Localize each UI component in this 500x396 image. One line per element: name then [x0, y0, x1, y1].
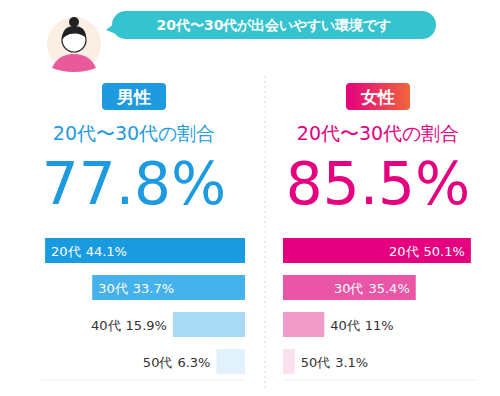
label-value: 35.4% — [368, 281, 409, 296]
speech-bubble — [112, 11, 436, 39]
label-category: 30代 — [98, 281, 128, 296]
chart-subtitle: 20代〜30代の割合 — [297, 122, 459, 144]
bar — [283, 312, 324, 337]
data-label: 40代 11% — [330, 318, 393, 333]
avatar-hair — [62, 26, 86, 40]
data-label: 30代 33.7% — [98, 281, 174, 296]
data-label: 50代 3.1% — [301, 355, 369, 370]
label-category: 20代 — [51, 244, 81, 259]
data-label: 20代 44.1% — [51, 244, 127, 259]
highlight-figure: 85.5% — [286, 150, 470, 218]
bar — [216, 349, 245, 374]
bars — [283, 238, 471, 374]
label-category: 40代 — [330, 318, 360, 333]
chart: 女性 20代〜30代の割合 85.5% 20代 50.1% 30代 35.4% 40代 11% 5… — [283, 83, 478, 380]
bar — [283, 349, 295, 374]
title-box — [102, 83, 166, 110]
bar — [283, 238, 471, 263]
infographic: 20代〜30代が出会いやすい環境です男性 20代〜30代の割合 77.8% 20代 44… — [0, 0, 500, 396]
label-value: 50.1% — [424, 244, 465, 259]
header-text: 20代〜30代が出会いやすい環境です — [157, 17, 392, 33]
bar — [173, 312, 245, 337]
chart-subtitle: 20代〜30代の割合 — [53, 122, 215, 144]
header: 20代〜30代が出会いやすい環境です — [47, 11, 436, 72]
data-label: 30代 35.4% — [334, 281, 410, 296]
label-value: 3.1% — [335, 355, 368, 370]
chart: 男性 20代〜30代の割合 77.8% 20代 44.1% 30代 33.7% 40代 15.9… — [41, 83, 245, 380]
label-category: 30代 — [334, 281, 364, 296]
label-value: 44.1% — [86, 244, 127, 259]
label-value: 11% — [365, 318, 394, 333]
label-category: 50代 — [301, 355, 331, 370]
label-category: 40代 — [91, 318, 121, 333]
bar — [283, 275, 416, 300]
highlight-figure: 77.8% — [42, 150, 226, 218]
bar — [92, 275, 245, 300]
label-value: 6.3% — [177, 355, 210, 370]
data-label: 40代 15.9% — [91, 318, 167, 333]
avatar-bun — [69, 17, 79, 27]
avatar-body — [52, 54, 96, 72]
label-category: 20代 — [389, 244, 419, 259]
avatar-bg — [47, 17, 101, 71]
chart-title: 女性 — [360, 87, 395, 107]
axis-line — [41, 380, 245, 381]
label-value: 33.7% — [133, 281, 174, 296]
divider — [265, 76, 266, 388]
label-category: 50代 — [143, 355, 173, 370]
data-labels: 20代 50.1% 30代 35.4% 40代 11% 50代 3.1% — [301, 244, 465, 370]
axis-line — [283, 380, 478, 381]
title-box — [346, 83, 410, 110]
bar — [45, 238, 245, 263]
bars — [45, 238, 245, 374]
data-label: 50代 6.3% — [143, 355, 211, 370]
data-labels: 20代 44.1% 30代 33.7% 40代 15.9% 50代 6.3% — [51, 244, 210, 370]
data-label: 20代 50.1% — [389, 244, 465, 259]
chart-title: 男性 — [116, 87, 151, 107]
label-value: 15.9% — [126, 318, 167, 333]
